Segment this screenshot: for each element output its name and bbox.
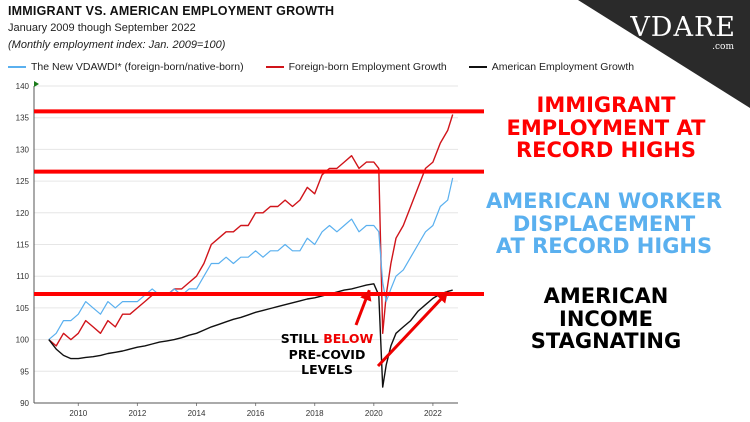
legend-item-ratio[interactable]: The New VDAWDI* (foreign-born/native-bor…	[8, 61, 244, 73]
covid-annotation-line3: LEVELS	[301, 362, 353, 378]
covid-annotation-line1: STILL BELOW	[252, 331, 402, 347]
arrow-to-current	[376, 291, 449, 368]
covid-still: STILL	[280, 331, 324, 346]
callout-immigrant: IMMIGRANT EMPLOYMENT AT RECORD HIGHS	[476, 94, 736, 162]
x-tick-label: 2010	[69, 409, 87, 418]
legend-label-foreign: Foreign-born Employment Growth	[288, 61, 447, 73]
legend-swatch-ratio	[8, 66, 26, 68]
callout-displacement-line1: AMERICAN WORKER	[485, 189, 722, 213]
x-tick-label: 2016	[247, 409, 265, 418]
y-tick-label: 130	[16, 145, 30, 154]
arrow-to-precovid-head	[360, 290, 372, 302]
y-tick-label: 120	[16, 209, 30, 218]
chart-subtitle: January 2009 though September 2022	[8, 22, 196, 34]
axis-flag-icon	[34, 81, 39, 87]
y-tick-label: 95	[20, 367, 29, 376]
y-tick-label: 115	[16, 241, 29, 250]
covid-below: BELOW	[323, 331, 374, 346]
callout-immigrant-line3: RECORD HIGHS	[515, 138, 697, 163]
vdare-logo[interactable]: VDARE .com	[578, 0, 750, 108]
callout-income-line2: INCOME	[559, 306, 653, 331]
y-tick-label: 105	[16, 304, 30, 313]
covid-annotation-line2: PRE-COVID	[288, 346, 366, 362]
x-tick-label: 2020	[365, 409, 383, 418]
x-tick-label: 2022	[424, 409, 442, 418]
logo-suffix: .com	[712, 42, 734, 52]
x-tick-label: 2018	[306, 409, 324, 418]
y-tick-label: 135	[16, 114, 30, 123]
y-tick-label: 140	[16, 82, 30, 91]
callout-income-line3: STAGNATING	[530, 329, 682, 354]
y-tick-label: 90	[20, 399, 29, 408]
callout-income-line1: AMERICAN	[543, 284, 669, 308]
callout-displacement: AMERICAN WORKER DISPLACEMENT AT RECORD H…	[464, 190, 744, 258]
x-tick-label: 2012	[129, 409, 147, 418]
chart-title: IMMIGRANT VS. AMERICAN EMPLOYMENT GROWTH	[8, 4, 335, 18]
logo-text: VDARE	[630, 12, 736, 43]
chart-note: (Monthly employment index: Jan. 2009=100…	[8, 39, 226, 51]
callout-displacement-line2: DISPLACEMENT	[512, 211, 696, 236]
callout-income: AMERICAN INCOME STAGNATING	[476, 285, 736, 353]
y-tick-label: 125	[16, 177, 30, 186]
legend-swatch-american	[468, 66, 487, 68]
y-tick-label: 110	[16, 272, 29, 281]
chart-legend: The New VDAWDI* (foreign-born/native-bor…	[8, 61, 656, 73]
covid-annotation: STILL BELOW PRE-COVID LEVELS	[252, 331, 402, 378]
callout-immigrant-line2: EMPLOYMENT AT	[506, 115, 706, 140]
series-foreign-line	[48, 114, 454, 347]
callout-immigrant-line1: IMMIGRANT	[536, 93, 676, 117]
legend-swatch-foreign	[265, 66, 284, 68]
arrow-to-current-head	[436, 292, 448, 304]
logo-background	[578, 0, 750, 108]
legend-item-foreign[interactable]: Foreign-born Employment Growth	[265, 61, 447, 73]
y-tick-label: 100	[16, 336, 30, 345]
x-tick-label: 2014	[188, 409, 206, 418]
legend-label-ratio: The New VDAWDI* (foreign-born/native-bor…	[31, 61, 244, 73]
callout-displacement-line3: AT RECORD HIGHS	[495, 234, 713, 259]
